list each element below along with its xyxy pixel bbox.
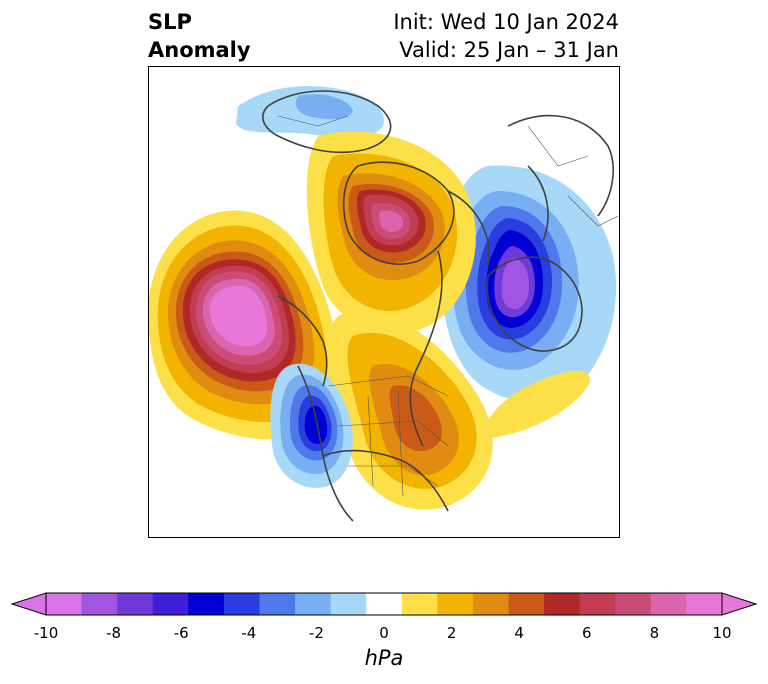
colorbar-units: hPa (364, 646, 404, 670)
colorbar-segment (544, 593, 581, 615)
colorbar-segment (223, 593, 260, 615)
negative-anomaly-westcoast (270, 363, 353, 488)
colorbar-segment (81, 593, 118, 615)
colorbar-high-extension (721, 592, 758, 616)
positive-anomaly-arctic (306, 131, 476, 334)
colorbar-tick-label: -8 (106, 624, 122, 642)
colorbar-tick-label: 8 (649, 624, 660, 642)
colorbar-segment (472, 593, 510, 615)
colorbar-tick-label: 4 (514, 624, 524, 642)
colorbar-segment (437, 593, 474, 615)
title-line-2: Anomaly (148, 38, 251, 62)
colorbar-tick-label: -4 (241, 624, 257, 642)
colorbar-segment (117, 593, 154, 615)
colorbar-segment (330, 593, 367, 615)
colorbar-tick-label: 6 (582, 624, 592, 642)
colorbar-segment (152, 593, 189, 615)
colorbar-tick-label: 10 (712, 624, 732, 642)
colorbar-tick-label: -2 (308, 624, 324, 642)
colorbar-segment (650, 593, 687, 615)
colorbar-segment (508, 593, 545, 615)
colorbar-segment (295, 593, 332, 615)
colorbar-segment (366, 593, 403, 615)
colorbar-segment (615, 593, 652, 615)
colorbar-segment (686, 593, 723, 615)
colorbar-low-extension (10, 592, 47, 616)
colorbar-tick-label: 2 (446, 624, 457, 642)
colorbar-segment (46, 593, 83, 615)
anomaly-map (148, 66, 620, 538)
colorbar-segment (259, 593, 296, 615)
forecast-dates: Init: Wed 10 Jan 2024 Valid: 25 Jan – 31… (393, 8, 619, 64)
title-line-1: SLP (148, 10, 192, 34)
colorbar-segment (401, 593, 438, 615)
colorbar-segment (579, 593, 616, 615)
colorbar-tick-label: 0 (379, 624, 389, 642)
political-borders (277, 115, 619, 497)
init-date: Init: Wed 10 Jan 2024 (393, 10, 619, 34)
colorbar-tick-label: -10 (33, 624, 59, 642)
colorbar-tick-label: -6 (173, 624, 189, 642)
coastlines (262, 90, 614, 522)
colorbar (10, 592, 758, 616)
valid-range: Valid: 25 Jan – 31 Jan (399, 38, 619, 62)
negative-anomaly-europe (441, 165, 617, 402)
map-title: SLP Anomaly (148, 8, 251, 64)
colorbar-segment (188, 593, 225, 615)
